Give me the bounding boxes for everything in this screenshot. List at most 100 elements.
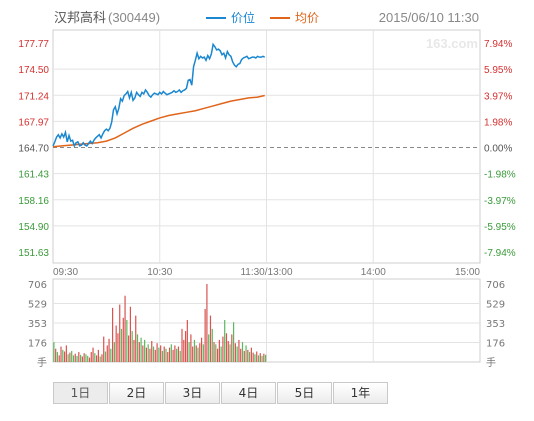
volume-bar <box>172 349 174 362</box>
tab-period[interactable]: 1年 <box>333 382 388 404</box>
volume-bar <box>215 344 217 362</box>
tab-period[interactable]: 5日 <box>277 382 332 404</box>
volume-bar <box>90 352 92 362</box>
volume-bar <box>200 337 203 362</box>
volume-bar <box>188 342 190 362</box>
volume-tick-label: 353 <box>486 319 505 330</box>
volume-axis: 706 706 529 529 353 353 176 176 手 手 <box>28 280 505 369</box>
volume-bar <box>119 304 121 362</box>
percent-tick-label: 0.00% <box>484 144 512 155</box>
volume-bar <box>74 353 76 362</box>
time-axis: 09:30 10:30 11:30/13:00 14:00 15:00 <box>53 267 480 278</box>
tab-period[interactable]: 1日 <box>53 382 108 404</box>
volume-tick-label: 353 <box>28 319 47 330</box>
volume-bar <box>195 345 197 362</box>
volume-bar <box>136 334 139 362</box>
volume-bar <box>56 352 59 362</box>
volume-bar <box>142 345 144 362</box>
tab-period[interactable]: 3日 <box>165 382 220 404</box>
price-tick-label: 174.50 <box>18 65 49 76</box>
volume-bar <box>225 333 228 362</box>
percent-tick-label: 7.94% <box>484 39 512 50</box>
price-tick-label: 154.90 <box>18 222 49 233</box>
volume-bar <box>265 354 267 362</box>
volume-bar <box>240 348 242 362</box>
volume-bar <box>124 295 126 362</box>
volume-bar <box>202 344 204 362</box>
volume-bar <box>133 339 135 362</box>
price-tick-label: 167.97 <box>18 117 49 128</box>
price-tick-label: 151.63 <box>18 248 49 259</box>
volume-bar <box>181 328 183 362</box>
series-price-line <box>52 42 266 148</box>
volume-bar <box>252 352 254 362</box>
volume-bar <box>103 336 105 362</box>
volume-bar <box>167 352 169 362</box>
price-tick-label: 177.77 <box>18 39 49 50</box>
time-tick-label: 14:00 <box>361 267 386 278</box>
volume-bar <box>88 357 91 362</box>
tab-period[interactable]: 2日 <box>109 382 164 404</box>
volume-bar <box>71 350 73 362</box>
volume-bar <box>96 355 98 362</box>
volume-bar <box>263 353 265 362</box>
volume-bar <box>208 334 210 362</box>
percent-tick-label: -1.98% <box>484 170 516 181</box>
volume-tick-label: 手 <box>486 356 496 369</box>
volume-bar <box>72 355 75 362</box>
period-tabs: 1日 2日 3日 4日 5日 1年 <box>53 382 389 404</box>
volume-bar <box>145 347 148 362</box>
volume-bar <box>193 339 196 362</box>
volume-bar <box>83 353 85 362</box>
volume-bar <box>256 351 258 362</box>
volume-tick-label: 手 <box>37 356 47 369</box>
price-tick-label: 164.70 <box>18 144 49 155</box>
volume-bar <box>170 344 172 362</box>
volume-bar <box>218 339 220 362</box>
volume-bar <box>156 343 158 362</box>
volume-bar <box>144 339 146 362</box>
volume-bar <box>165 348 167 362</box>
volume-bar <box>247 349 249 362</box>
volume-bar <box>236 346 238 362</box>
volume-bar <box>220 346 222 362</box>
volume-bar <box>213 342 215 362</box>
volume-bar <box>94 353 96 362</box>
volume-bar <box>128 335 130 362</box>
volume-bar <box>261 355 263 362</box>
volume-bar <box>110 348 112 362</box>
volume-bar <box>65 345 67 362</box>
volume-bar <box>149 348 151 362</box>
tab-period[interactable]: 4日 <box>221 382 276 404</box>
volume-tick-label: 176 <box>486 339 505 350</box>
volume-bar <box>206 284 208 362</box>
volume-bar <box>227 341 229 362</box>
volume-bar <box>101 354 103 362</box>
volume-bar <box>122 317 124 362</box>
volume-bar <box>60 346 62 362</box>
volume-bar <box>55 348 57 362</box>
volume-bar <box>168 347 171 362</box>
volume-bar <box>184 331 187 362</box>
volume-bar <box>87 355 89 362</box>
volume-tick-label: 529 <box>28 300 47 311</box>
stock-name: 汉邦高科 <box>54 10 106 26</box>
volume-tick-label: 706 <box>28 280 47 291</box>
price-tick-label: 161.43 <box>18 170 49 181</box>
volume-bar <box>254 354 256 362</box>
volume-tick-label: 706 <box>486 280 505 291</box>
volume-bar <box>259 353 261 362</box>
volume-tick-label: 529 <box>486 300 505 311</box>
volume-bar <box>131 331 133 362</box>
watermark: 163.com <box>426 36 478 51</box>
volume-bar <box>174 345 176 362</box>
volume-bar <box>129 306 132 362</box>
volume-bar <box>147 344 149 362</box>
volume-bar <box>117 333 119 362</box>
volume-bar <box>197 347 199 362</box>
volume-bar <box>179 350 181 362</box>
volume-bar <box>231 334 233 362</box>
volume-bar <box>204 308 206 362</box>
volume-bar <box>104 351 107 362</box>
